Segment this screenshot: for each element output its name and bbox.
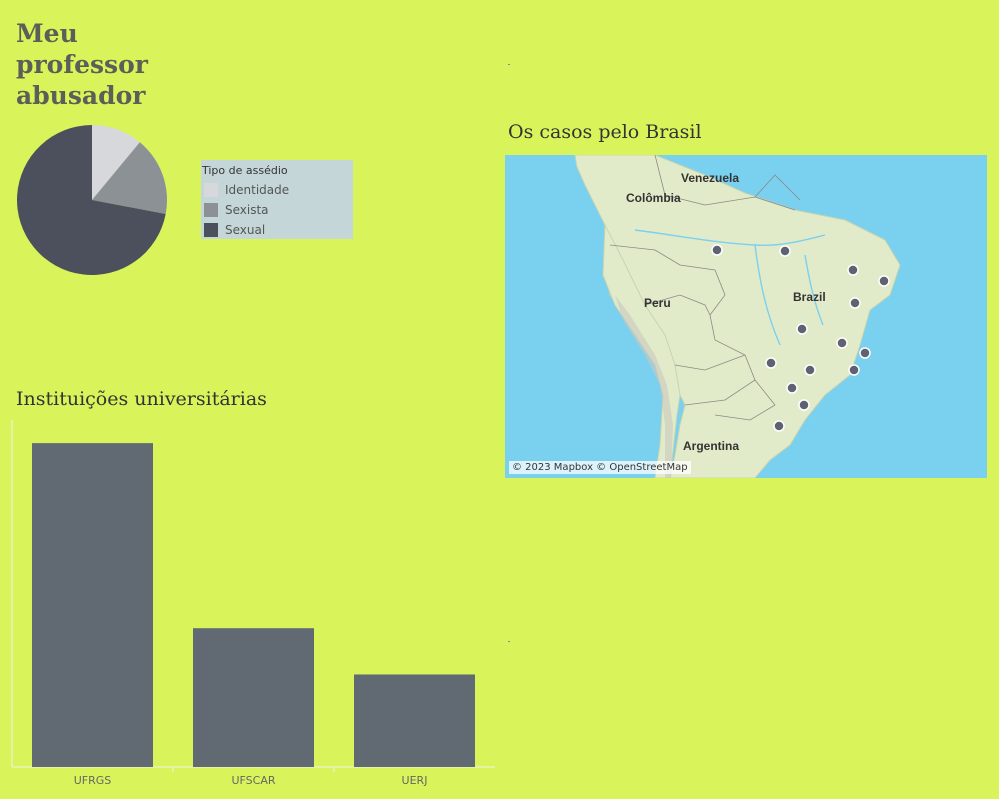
pie-slice-identidade[interactable]: [92, 125, 140, 200]
map-label-colombia: Colômbia: [626, 191, 681, 205]
bar-ufscar[interactable]: [193, 628, 314, 767]
legend-swatch: [204, 203, 218, 217]
case-point[interactable]: [711, 244, 723, 256]
legend-title: Tipo de assédio: [202, 164, 288, 177]
legend-label: Sexual: [225, 223, 266, 237]
map-title: Os casos pelo Brasil: [508, 121, 702, 143]
case-point[interactable]: [847, 264, 859, 276]
case-point[interactable]: [779, 245, 791, 257]
pie-slice-sexista[interactable]: [92, 142, 167, 215]
bar-chart-title: Instituições universitárias: [16, 388, 267, 410]
brazil-map[interactable]: Venezuela Colômbia Brazil Peru Argentina © 2…: [505, 155, 987, 478]
case-point[interactable]: [878, 275, 890, 287]
x-tick-label: UFSCAR: [231, 774, 275, 787]
pie-slice-sexual[interactable]: [16, 125, 166, 275]
map-label-brazil: Brazil: [793, 290, 826, 304]
legend-item-identidade[interactable]: Identidade: [202, 180, 353, 200]
legend-item-sexista[interactable]: Sexista: [202, 200, 353, 220]
case-point[interactable]: [848, 364, 860, 376]
map-label-peru: Peru: [644, 296, 671, 310]
case-point[interactable]: [798, 399, 810, 411]
case-point[interactable]: [773, 420, 785, 432]
marker-dot: [508, 641, 510, 642]
map-label-argentina: Argentina: [683, 439, 739, 453]
bar-chart: UFRGS UFSCAR UERJ: [11, 420, 495, 787]
rivers: [634, 229, 826, 346]
case-point[interactable]: [796, 323, 808, 335]
andes-shading: [615, 295, 673, 478]
country-borders: [609, 155, 801, 421]
x-tick-label: UFRGS: [74, 774, 112, 787]
bar-ufrgs[interactable]: [32, 443, 153, 767]
map-label-venezuela: Venezuela: [681, 171, 739, 185]
legend-item-sexual[interactable]: Sexual: [202, 220, 353, 240]
case-point[interactable]: [836, 337, 848, 349]
pie-chart: [16, 125, 167, 275]
bar-uerj[interactable]: [354, 674, 475, 767]
x-tick-label: UERJ: [402, 774, 428, 787]
legend-label: Identidade: [225, 183, 290, 197]
legend-swatch: [204, 223, 218, 237]
marker-dot: [508, 64, 510, 65]
case-point[interactable]: [859, 347, 871, 359]
legend-swatch: [204, 183, 218, 197]
legend-label: Sexista: [225, 203, 269, 217]
pie-legend[interactable]: Tipo de assédio Identidade Sexista Sexual: [201, 160, 353, 239]
dashboard-title: Meu professor abusador: [16, 19, 148, 110]
map-attribution: © 2023 Mapbox © OpenStreetMap: [509, 461, 691, 474]
case-point[interactable]: [804, 364, 816, 376]
case-point[interactable]: [765, 357, 777, 369]
case-point[interactable]: [786, 382, 798, 394]
case-point[interactable]: [849, 297, 861, 309]
